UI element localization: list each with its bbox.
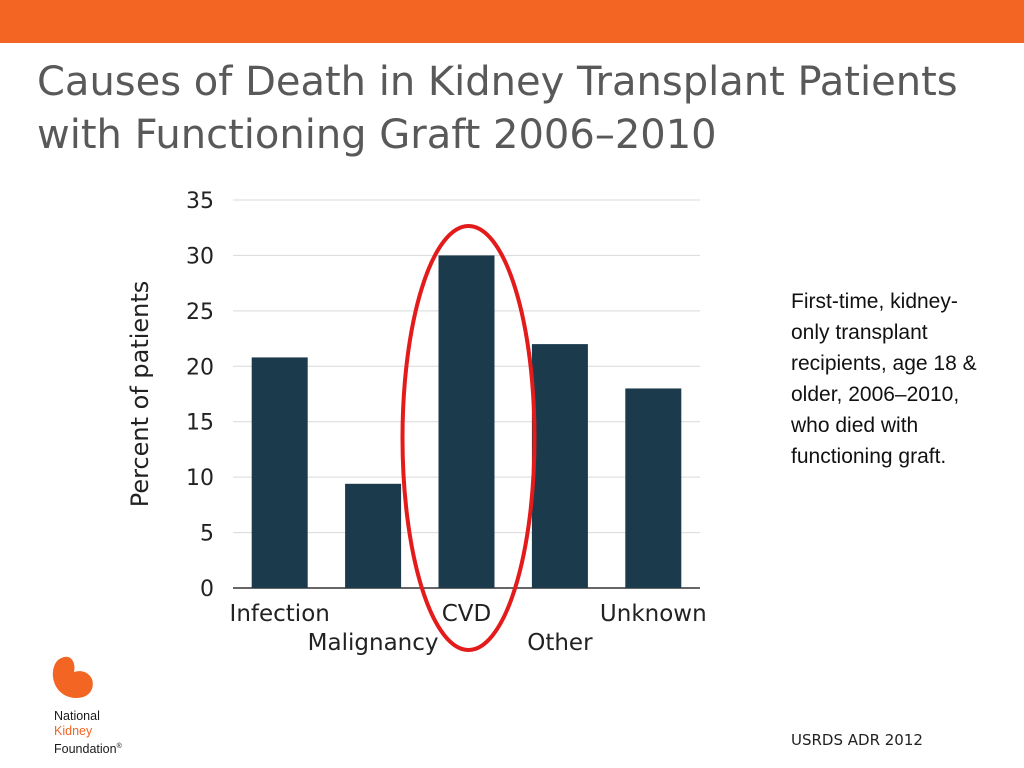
chart-description: First-time, kidney-only transplant recip… [791, 290, 977, 468]
highlight-ellipse [400, 224, 537, 652]
y-axis-label: Percent of patients [126, 281, 154, 508]
bar-cvd [438, 255, 495, 588]
logo-line-foundation: Foundation® [54, 739, 122, 757]
slide-title: Causes of Death in Kidney Transplant Pat… [37, 59, 958, 158]
x-tick-label: CVD [442, 601, 492, 627]
bar-infection [251, 357, 308, 588]
logo-line-national: National [54, 709, 100, 723]
y-tick-label: 35 [186, 189, 214, 214]
x-tick-label: Other [527, 630, 593, 656]
kidney-icon [52, 656, 93, 698]
bar-other [531, 344, 588, 588]
y-tick-label: 30 [186, 244, 214, 269]
source-citation: USRDS ADR 2012 [791, 731, 923, 749]
y-tick-label: 10 [186, 466, 214, 491]
bar-malignancy [345, 483, 402, 588]
nkf-logo: National Kidney Foundation® [50, 654, 160, 758]
bar-chart: 0 5 10 15 20 25 30 35 Percent of patients Infecti… [126, 189, 707, 656]
registered-mark: ® [116, 743, 122, 750]
y-tick-label: 5 [200, 522, 214, 547]
logo-foundation-text: Foundation [54, 742, 117, 757]
logo-wordmark: National Kidney Foundation® [54, 709, 122, 757]
x-tick-label: Infection [230, 601, 330, 627]
x-tick-label: Unknown [600, 601, 707, 627]
y-tick-label: 25 [186, 300, 214, 325]
x-tick-label: Malignancy [308, 630, 439, 656]
y-tick-label: 15 [186, 411, 214, 436]
bar-unknown [625, 388, 682, 588]
top-accent-bar [0, 0, 1024, 43]
y-tick-label: 0 [200, 577, 214, 602]
y-tick-label: 20 [186, 355, 214, 380]
logo-line-kidney: Kidney [54, 724, 93, 738]
